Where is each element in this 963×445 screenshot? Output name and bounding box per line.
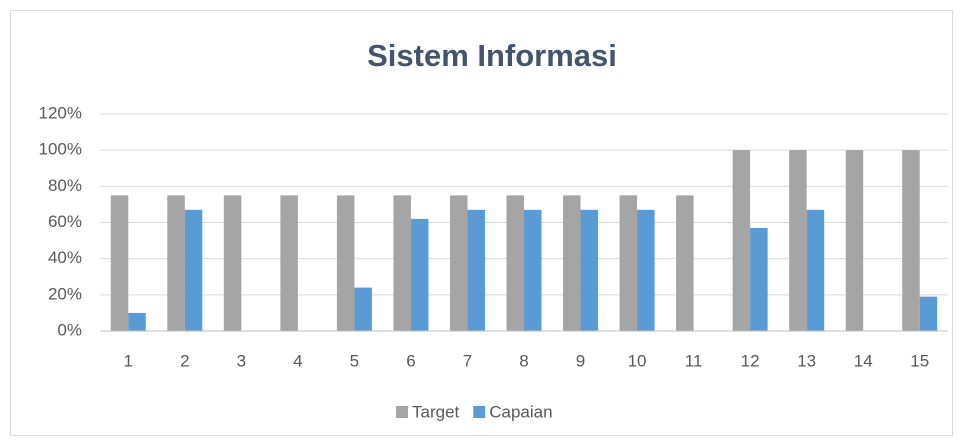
bar: [806, 209, 825, 331]
bar: [354, 287, 372, 331]
bar: [524, 209, 542, 331]
bar: [676, 195, 694, 331]
x-tick-label: 10: [628, 351, 647, 370]
x-tick-label: 4: [293, 351, 302, 370]
y-tick-label: 80%: [48, 176, 82, 195]
x-tick-label: 8: [519, 351, 528, 370]
bar: [732, 150, 751, 331]
y-tick-label: 60%: [48, 212, 82, 231]
bar: [789, 150, 807, 331]
y-tick-label: 100%: [39, 140, 82, 159]
x-tick-label: 1: [124, 351, 133, 370]
x-tick-label: 6: [406, 351, 415, 370]
bar: [110, 195, 129, 331]
chart-title: Sistem Informasi: [367, 38, 617, 73]
x-tick-label: 13: [797, 351, 816, 370]
bar: [393, 195, 411, 331]
x-tick-label: 12: [741, 351, 760, 370]
x-tick-label: 3: [237, 351, 246, 370]
legend-swatch: [473, 406, 486, 418]
bar: [580, 209, 599, 331]
legend-label: Capaian: [489, 402, 552, 421]
bar: [410, 218, 429, 331]
bar: [563, 195, 581, 331]
x-tick-label: 11: [685, 351, 703, 370]
x-tick-label: 14: [854, 351, 873, 370]
bar: [750, 227, 768, 331]
x-tick-label: 15: [910, 351, 929, 370]
bar: [167, 195, 185, 331]
legend-swatch: [396, 406, 408, 418]
bar: [467, 209, 485, 331]
bar: [280, 195, 298, 331]
bar: [128, 312, 146, 331]
x-tick-label: 5: [350, 351, 359, 370]
bar: [902, 150, 920, 331]
bar: [449, 195, 468, 331]
bar: [506, 195, 524, 331]
bar: [619, 195, 638, 331]
y-tick-label: 0%: [57, 320, 82, 339]
y-tick-label: 20%: [48, 284, 82, 303]
legend-label: Target: [412, 402, 460, 421]
y-tick-label: 40%: [48, 248, 82, 267]
bar: [845, 150, 864, 331]
bar: [637, 209, 655, 331]
x-tick-label: 2: [180, 351, 189, 370]
bar: [919, 296, 938, 331]
y-tick-label: 120%: [39, 103, 82, 122]
x-tick-label: 9: [576, 351, 585, 370]
x-tick-label: 7: [463, 351, 472, 370]
bar: [223, 195, 242, 331]
bar: [184, 209, 203, 331]
bar: [336, 195, 355, 331]
